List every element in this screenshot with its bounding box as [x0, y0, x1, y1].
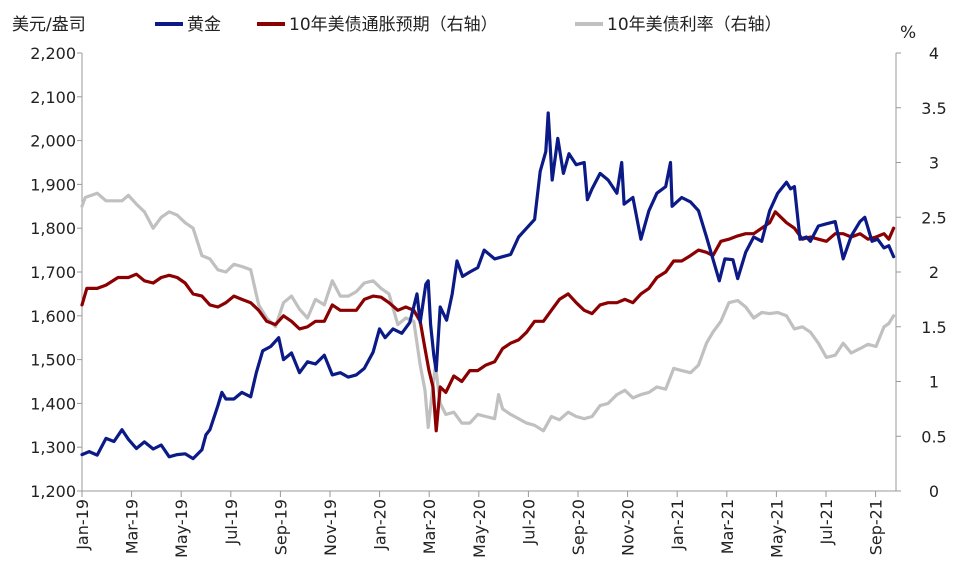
- left-tick-label: 1,600: [30, 307, 76, 326]
- legend: 黄金 10年美债通胀预期（右轴） 10年美债利率（右轴）: [155, 15, 782, 35]
- series-group: [80, 111, 896, 461]
- right-tick-label: 3: [929, 154, 939, 173]
- left-tick-label: 2,100: [30, 88, 76, 107]
- legend-label-1: 10年美债通胀预期（右轴）: [289, 15, 498, 35]
- right-tick-label: 1.5: [921, 318, 946, 337]
- legend-label-2: 10年美债利率（右轴）: [607, 15, 782, 35]
- right-axis-unit: %: [900, 23, 916, 43]
- left-tick-label: 1,800: [30, 219, 76, 238]
- right-tick-label: 0.5: [921, 427, 946, 446]
- x-tick-label: May-19: [172, 499, 191, 558]
- x-tick-label: Jan-19: [73, 499, 92, 551]
- right-tick-label: 4: [929, 44, 939, 63]
- left-tick-label: 1,700: [30, 263, 76, 282]
- x-tick-label: Sep-21: [867, 499, 886, 555]
- right-tick-label: 2.5: [921, 208, 946, 227]
- right-tick-label: 1: [929, 373, 939, 392]
- x-tick-label: Nov-20: [619, 499, 638, 556]
- left-tick-label: 1,500: [30, 351, 76, 370]
- x-tick-label: Sep-20: [569, 499, 588, 555]
- x-tick-label: Mar-19: [123, 499, 142, 554]
- left-tick-label: 1,300: [30, 438, 76, 457]
- left-tick-label: 2,000: [30, 132, 76, 151]
- right-tick-label: 3.5: [921, 99, 946, 118]
- x-tick-label: Jul-19: [222, 499, 241, 545]
- x-tick-label: Mar-21: [718, 499, 737, 554]
- x-tick-label: Jan-20: [371, 499, 390, 551]
- series-line-2: [80, 191, 896, 433]
- legend-label-0: 黄金: [187, 15, 221, 35]
- right-tick-label: 2: [929, 263, 939, 282]
- left-axis-unit: 美元/盎司: [12, 15, 86, 35]
- x-tick-label: May-21: [767, 499, 786, 558]
- x-tick-label: Mar-20: [420, 499, 439, 554]
- right-y-axis: % 0 0.5 1 1.5 2 2.5 3 3.5 4: [895, 23, 947, 501]
- series-line-1: [80, 210, 896, 433]
- series-line-0: [80, 111, 896, 461]
- right-tick-label: 0: [929, 482, 939, 501]
- left-y-axis: 美元/盎司 1,200 1,300 1,400 1,500 1,600 1,700 1,80…: [12, 15, 86, 501]
- x-tick-label: Nov-19: [321, 499, 340, 556]
- x-axis: Jan-19 Mar-19 May-19 Jul-19 Sep-19 Nov-19 Jan-…: [73, 490, 896, 558]
- x-tick-label: Jul-20: [519, 499, 538, 545]
- x-tick-label: May-20: [470, 499, 489, 558]
- left-tick-label: 1,900: [30, 175, 76, 194]
- left-tick-label: 2,200: [30, 44, 76, 63]
- x-tick-label: Sep-19: [271, 499, 290, 555]
- x-tick-label: Jul-21: [817, 499, 836, 545]
- left-tick-label: 1,400: [30, 394, 76, 413]
- x-tick-label: Jan-21: [668, 499, 687, 551]
- left-tick-label: 1,200: [30, 482, 76, 501]
